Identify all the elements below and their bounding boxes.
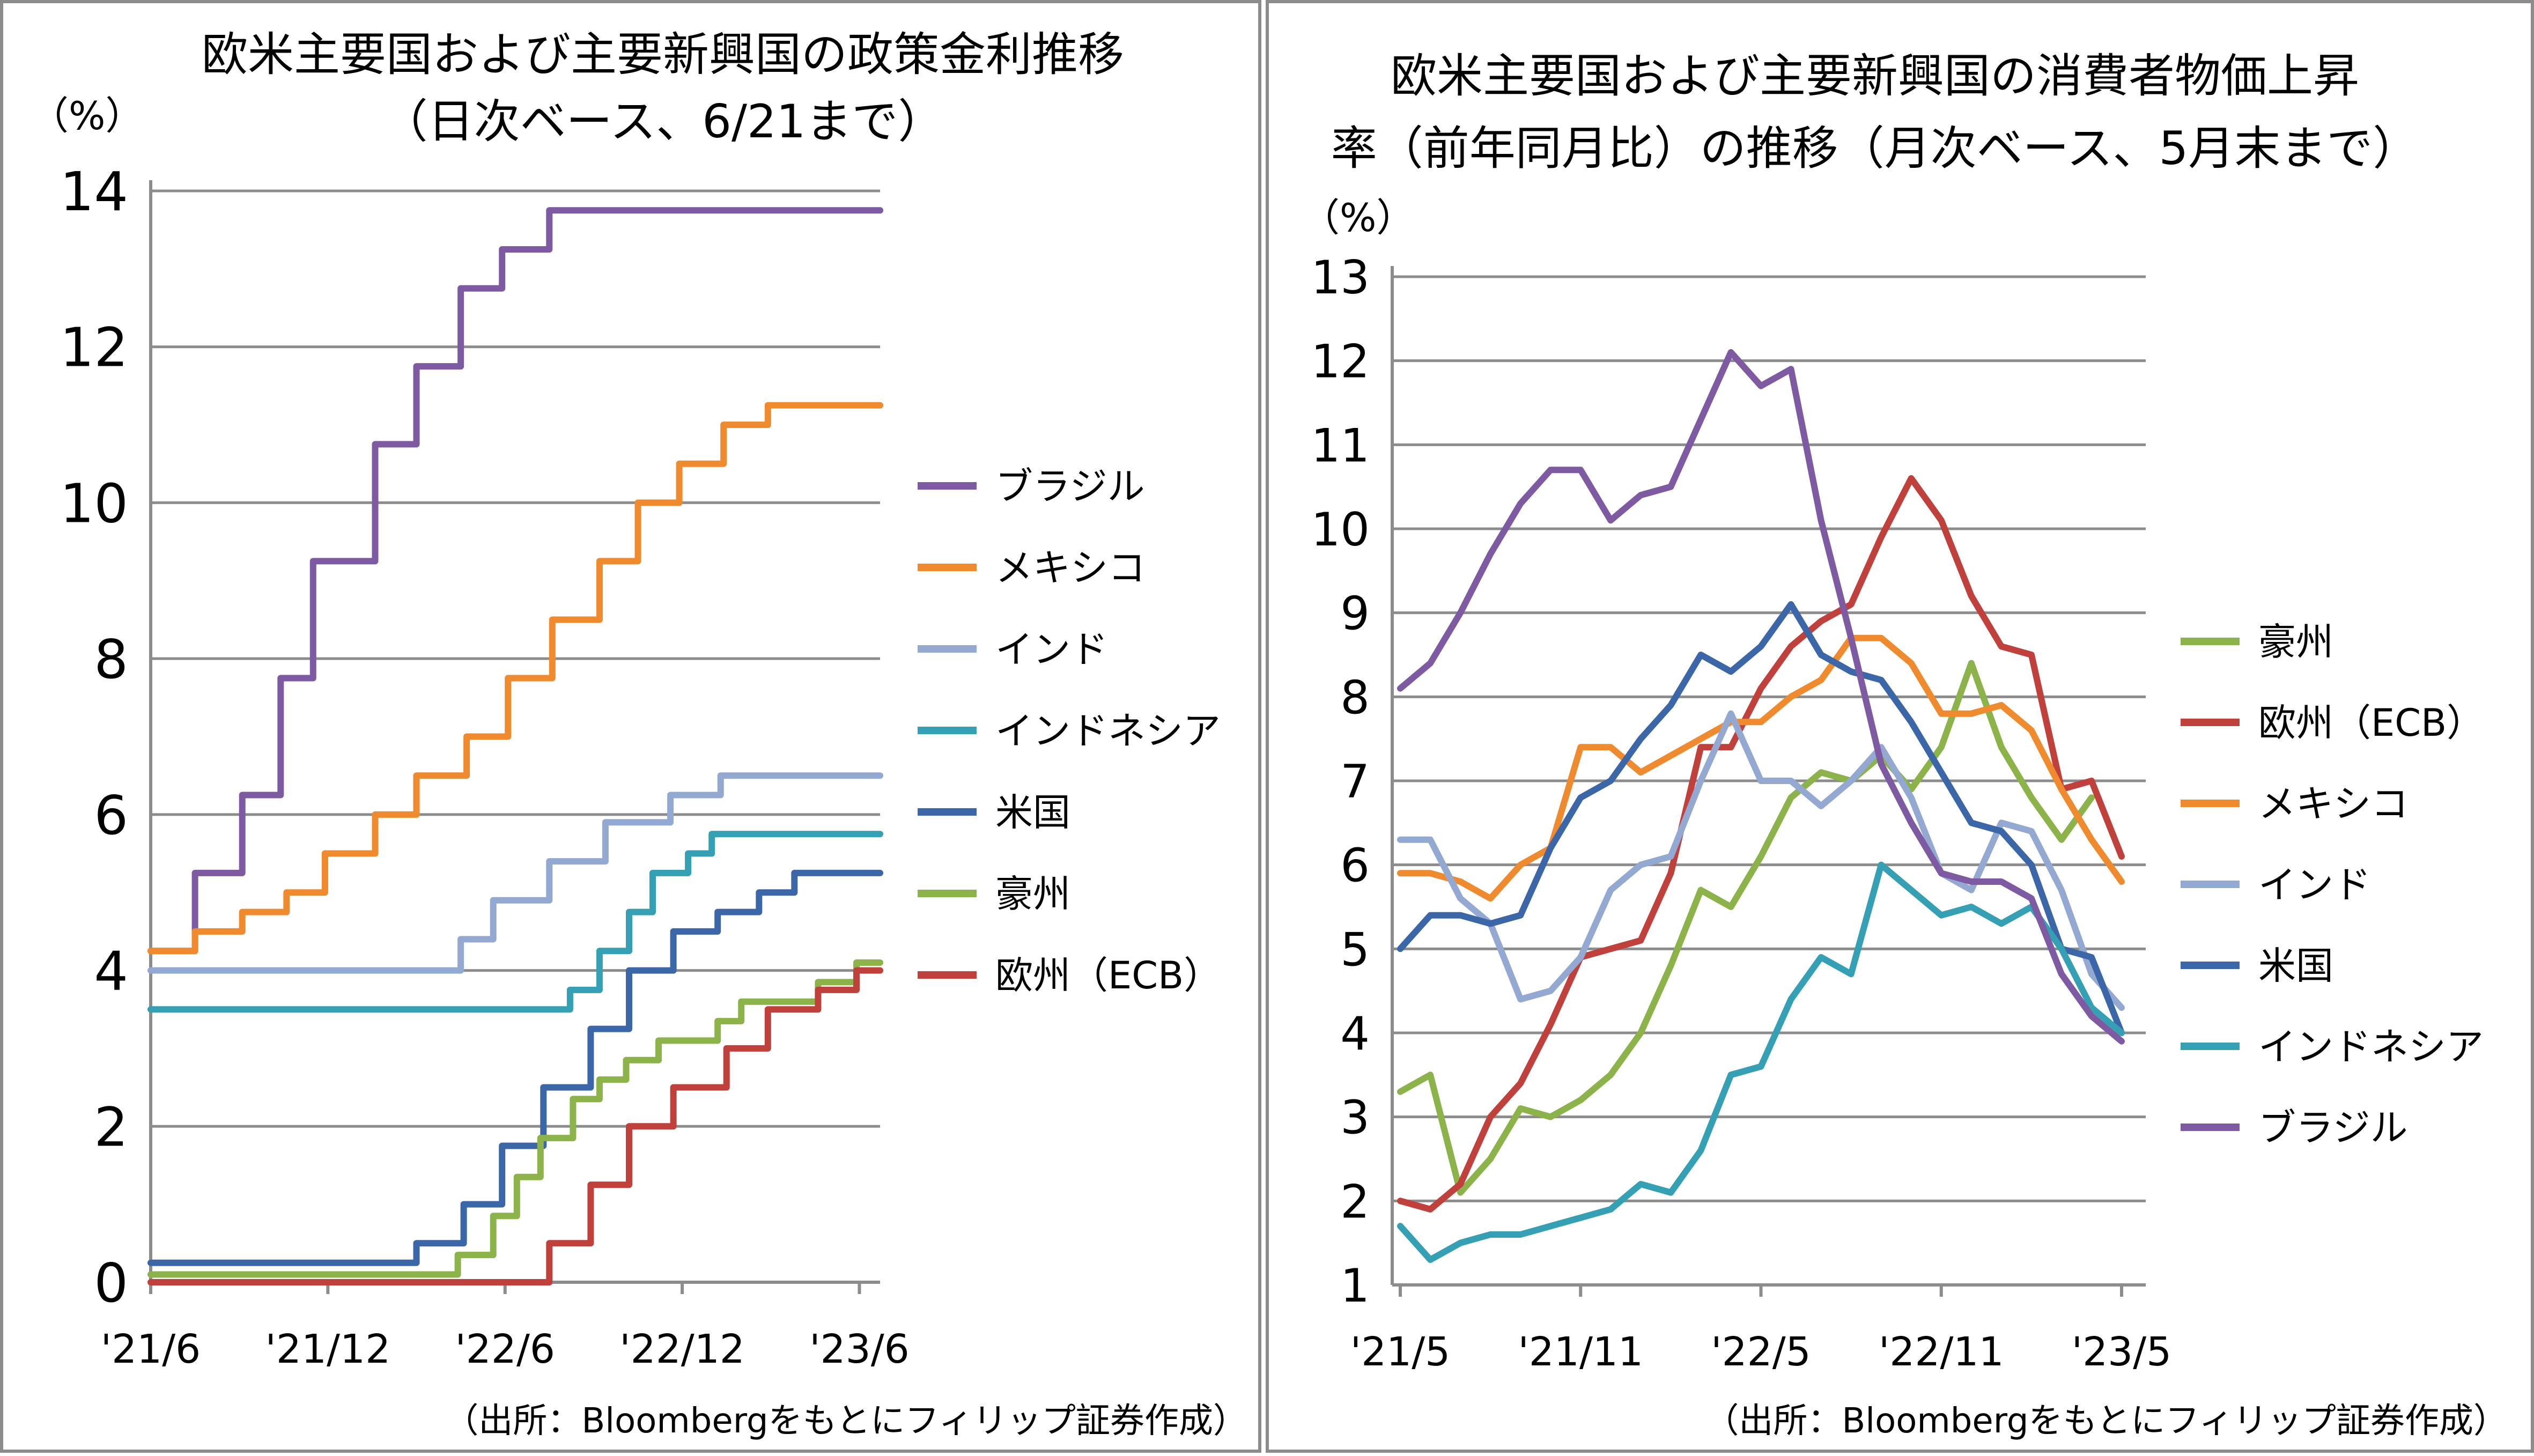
series-line — [1397, 710, 2125, 1011]
x-tick-label: '22/6 — [455, 1326, 555, 1372]
gridlines — [151, 189, 880, 1128]
series-line — [1397, 601, 2125, 1036]
legend-label: インド — [2258, 863, 2371, 907]
series-line — [147, 207, 883, 955]
legend-label: インドネシア — [2258, 1025, 2484, 1069]
y-tick-label: 0 — [94, 1252, 128, 1314]
y-tick-label: 5 — [1340, 923, 1370, 977]
y-tick-label: 10 — [1311, 503, 1370, 557]
y-axis-unit: （%） — [30, 93, 144, 138]
series-line — [1397, 660, 2095, 1196]
x-tick-label: '22/12 — [619, 1326, 745, 1372]
series-line — [147, 772, 883, 974]
series-line — [1397, 861, 2125, 1263]
y-tick-label: 8 — [94, 628, 128, 691]
series-line — [147, 869, 883, 1266]
x-tick-label: '21/11 — [1518, 1329, 1643, 1375]
axes: 0 2 4 6 8 10 12 14 '21/6 '21/12 '22/6 '22/12 '23/6 — [60, 160, 910, 1372]
legend-label: メキシコ — [995, 546, 1146, 590]
chart-title-line-2: 率（前年同月比）の推移（月次ベース、5月末まで） — [1331, 122, 2419, 175]
y-tick-label: 1 — [1340, 1259, 1370, 1313]
x-tick-label: '23/6 — [809, 1326, 910, 1372]
legend-label: 豪州 — [995, 872, 1070, 916]
series-line — [147, 967, 883, 1285]
chart-title-line-1: 欧米主要国および主要新興国の政策金利推移 — [202, 28, 1124, 82]
legend-label: 豪州 — [2258, 620, 2333, 664]
y-tick-label: 10 — [60, 472, 128, 535]
series-line — [1397, 475, 2125, 1213]
y-tick-label: 7 — [1340, 755, 1370, 809]
y-tick-label: 6 — [1340, 839, 1370, 893]
legend-label: 欧州（ECB） — [995, 954, 1221, 997]
legend-label: 米国 — [995, 790, 1070, 834]
cpi-chart-panel: 欧米主要国および主要新興国の消費者物価上昇 率（前年同月比）の推移（月次ベース、… — [1266, 0, 2534, 1453]
y-tick-label: 12 — [60, 316, 128, 379]
y-tick-label: 3 — [1340, 1091, 1370, 1145]
x-tick-label: '22/11 — [1879, 1329, 2004, 1375]
policy-rate-chart: 欧米主要国および主要新興国の政策金利推移 （日次ベース、6/21まで） （%） … — [30, 28, 1247, 1441]
source-note: （出所：Bloombergをもとにフィリップ証券作成） — [1704, 1401, 2508, 1441]
x-tick-label: '21/6 — [101, 1326, 201, 1372]
legend-label: ブラジル — [995, 464, 1145, 508]
plot-lines — [147, 207, 883, 1285]
chart-title-line-2: （日次ベース、6/21まで） — [382, 95, 944, 149]
y-tick-label: 4 — [1340, 1007, 1370, 1061]
y-tick-label: 11 — [1311, 419, 1370, 472]
source-note: （出所：Bloombergをもとにフィリップ証券作成） — [444, 1401, 1247, 1441]
x-tick-label: '23/5 — [2072, 1329, 2172, 1375]
y-tick-label: 14 — [60, 160, 128, 223]
series-line — [147, 959, 883, 1278]
y-tick-label: 4 — [94, 940, 128, 1003]
y-tick-label: 6 — [94, 784, 128, 847]
series-line — [1397, 349, 2125, 1045]
legend-label: ブラジル — [2258, 1106, 2408, 1150]
x-tick-label: '22/5 — [1711, 1329, 1811, 1375]
legend-label: メキシコ — [2258, 782, 2409, 826]
y-tick-label: 2 — [94, 1096, 128, 1158]
legend-label: インドネシア — [995, 709, 1221, 753]
y-tick-label: 9 — [1340, 587, 1370, 641]
cpi-chart: 欧米主要国および主要新興国の消費者物価上昇 率（前年同月比）の推移（月次ベース、… — [1301, 49, 2508, 1441]
y-tick-label: 8 — [1340, 671, 1370, 725]
policy-rate-chart-panel: 欧米主要国および主要新興国の政策金利推移 （日次ベース、6/21まで） （%） … — [0, 0, 1261, 1453]
chart-title-line-1: 欧米主要国および主要新興国の消費者物価上昇 — [1391, 49, 2359, 103]
y-tick-label: 2 — [1340, 1175, 1370, 1229]
series-line — [147, 402, 883, 955]
legend-label: 米国 — [2258, 944, 2333, 988]
x-tick-label: '21/5 — [1350, 1329, 1451, 1375]
series-line — [147, 831, 883, 1013]
y-tick-label: 12 — [1311, 335, 1370, 389]
plot-lines — [1397, 349, 2125, 1263]
legend-label: インド — [995, 627, 1108, 671]
x-tick-label: '21/12 — [265, 1326, 391, 1372]
series-line — [1397, 634, 2125, 902]
y-axis-unit: （%） — [1301, 195, 1415, 240]
y-tick-label: 13 — [1311, 251, 1370, 305]
legend-label: 欧州（ECB） — [2258, 701, 2484, 745]
